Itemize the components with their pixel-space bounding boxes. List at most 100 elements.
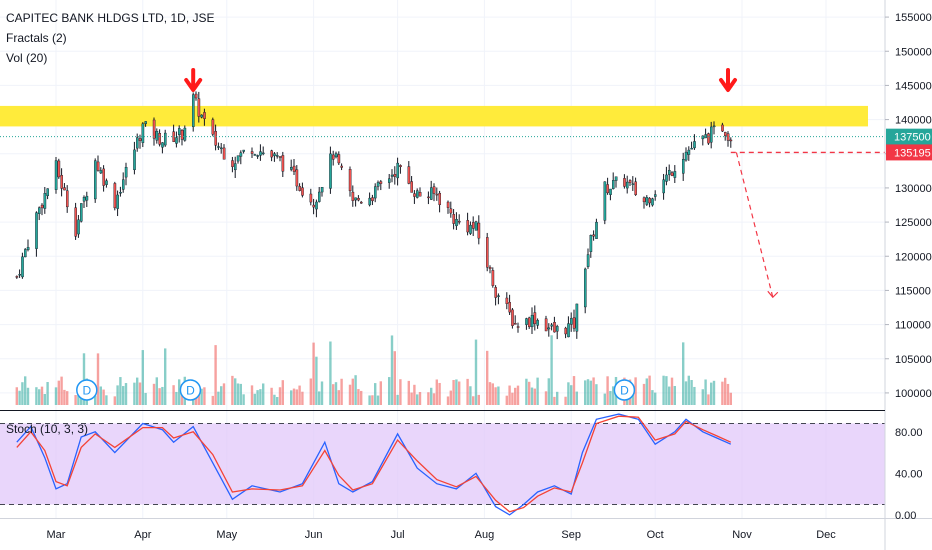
volume-bar [724, 377, 727, 405]
volume-bar [673, 386, 676, 405]
volume-legend[interactable]: Vol (20) [6, 51, 48, 65]
candle-body [281, 155, 285, 172]
price-tick-label: 105000 [895, 354, 932, 366]
volume-bar [556, 391, 559, 405]
candle-body [236, 155, 240, 162]
volume-bar [368, 395, 371, 405]
sell-arrow [719, 68, 737, 92]
candle-body [707, 133, 710, 144]
candle-body [376, 182, 380, 187]
volume-bar [388, 377, 391, 405]
price-tick-label: 150000 [895, 46, 932, 58]
volume-bar [648, 375, 651, 405]
volume-bar [634, 377, 637, 405]
candle-body [144, 121, 148, 124]
candle-body [203, 112, 206, 119]
candle-body [253, 154, 257, 156]
volume-bar [334, 382, 338, 405]
time-tick-label: Jul [391, 529, 405, 541]
candle-body [684, 151, 688, 161]
candle-body [273, 153, 276, 157]
volume-bar [446, 396, 450, 405]
candle-body [315, 201, 318, 210]
candle-body [262, 152, 265, 155]
volume-bar [133, 382, 136, 405]
stoch-tick-label: 40.00 [895, 468, 923, 480]
volume-bar [124, 383, 128, 405]
candle-body [82, 197, 86, 202]
volume-bar [416, 394, 419, 405]
candle-body [508, 302, 512, 313]
volume-bar [525, 378, 528, 405]
volume-bar [60, 376, 63, 405]
volume-bar [105, 395, 108, 405]
candle-body [259, 151, 262, 156]
candle-body [609, 188, 612, 195]
volume-bar [234, 378, 237, 405]
candle-body [536, 320, 539, 326]
volume-bar [687, 375, 690, 405]
volume-bar [497, 386, 500, 405]
time-tick-label: Apr [134, 529, 151, 541]
stoch-tick-label: 0.00 [895, 510, 916, 522]
volume-bar [472, 396, 475, 405]
candle-body [505, 297, 509, 304]
price-tick-label: 140000 [895, 115, 932, 127]
candle-body [662, 179, 665, 194]
candle-body [721, 124, 724, 132]
candle-body [634, 181, 637, 196]
volume-bar [211, 395, 214, 405]
candle-body [74, 207, 77, 237]
stoch-legend[interactable]: Stoch (10, 3, 3) [6, 422, 89, 436]
volume-bar [693, 386, 696, 405]
candle-body [648, 198, 651, 204]
candle-body [60, 175, 63, 189]
volume-bar [54, 387, 58, 405]
volume-bar [704, 379, 707, 405]
candle-body [645, 197, 649, 205]
time-tick-label: Jun [305, 529, 323, 541]
candle-body [158, 133, 162, 145]
candle-body [418, 191, 422, 197]
support-price-badge-label: 135195 [894, 147, 931, 159]
volume-bar [220, 386, 223, 405]
candle-body [332, 154, 335, 160]
candle-body [729, 139, 733, 142]
candle-body [379, 181, 383, 184]
volume-bar [348, 384, 352, 405]
volume-bar [662, 375, 665, 405]
volume-bar [589, 380, 592, 405]
volume-bar [26, 387, 30, 405]
candle-body [572, 317, 576, 329]
time-tick-label: Oct [647, 529, 664, 541]
candle-body [407, 166, 411, 184]
volume-bar [178, 379, 181, 405]
support-price-badge [886, 144, 932, 161]
candle-body [15, 276, 19, 278]
last-price-badge [886, 128, 932, 145]
candle-body [642, 197, 646, 203]
candle-body [466, 220, 470, 233]
candle-body [556, 326, 559, 332]
candle-body [595, 221, 598, 239]
volume-bar [553, 396, 556, 405]
candle-body [250, 151, 254, 154]
candle-body [413, 193, 416, 197]
fractals-legend[interactable]: Fractals (2) [6, 31, 67, 45]
candle-body [54, 160, 58, 190]
volume-bar [57, 380, 60, 405]
candle-body [528, 317, 531, 327]
candle-body [79, 203, 83, 222]
volume-bar [155, 377, 158, 405]
candle-body [654, 194, 657, 197]
volume-bar [603, 393, 606, 405]
candle-body [183, 127, 187, 141]
volume-bar [474, 339, 478, 405]
volume-bar [357, 389, 360, 405]
candle-body [309, 193, 313, 203]
candle-body [177, 128, 181, 135]
candle-body [494, 287, 498, 298]
dividend-marker-label: D [620, 384, 629, 398]
